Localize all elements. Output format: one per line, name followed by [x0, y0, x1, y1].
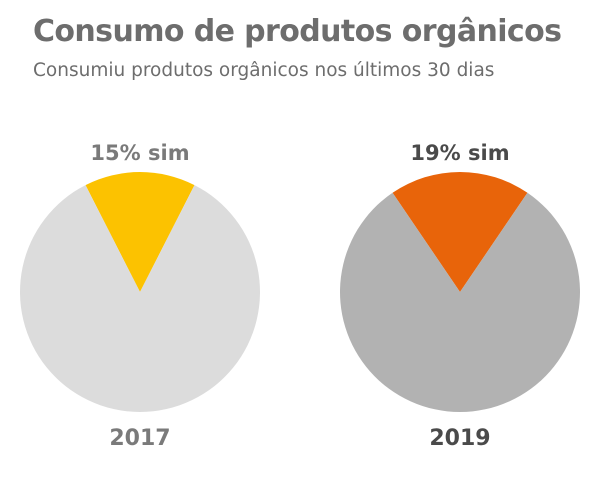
slice-label-2019: 19% sim	[410, 141, 509, 165]
slice-label-2017: 15% sim	[90, 141, 189, 165]
year-label-2019: 2019	[429, 426, 490, 451]
pie-slice-não-2017	[20, 185, 260, 413]
pie-2017: 15% sim 2017	[20, 141, 260, 451]
pie-2019: 19% sim 2019	[340, 141, 581, 451]
chart-subtitle: Consumiu produtos orgânicos nos últimos …	[33, 60, 495, 81]
pie-slice-sim-2017	[85, 172, 195, 292]
chart-title: Consumo de produtos orgânicos	[33, 14, 562, 49]
year-label-2017: 2017	[109, 426, 170, 451]
pie-slice-não-2019	[340, 192, 581, 412]
pie-slice-sim-2019	[392, 171, 528, 292]
